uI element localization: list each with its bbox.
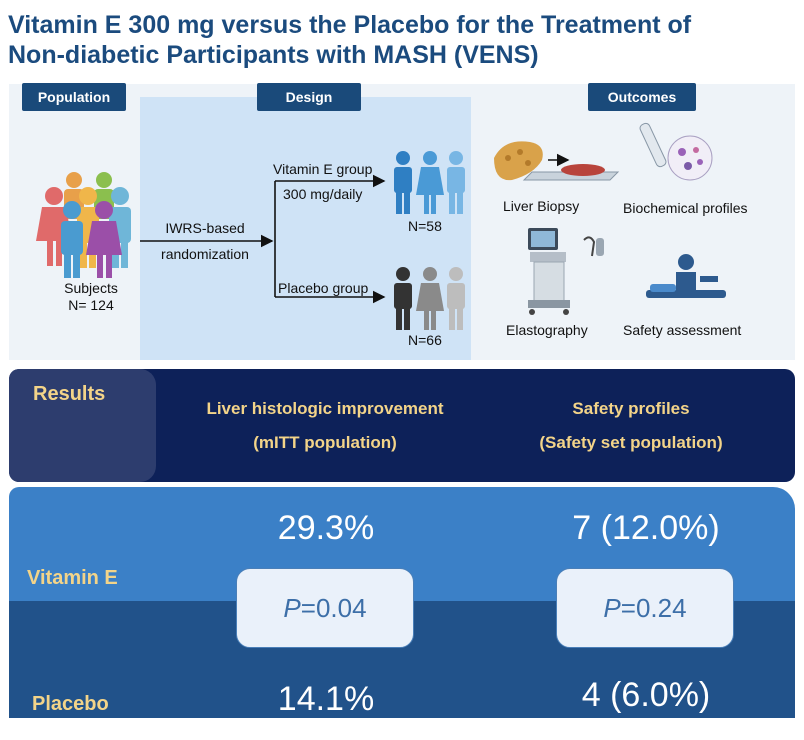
vitamin-safety-value: 7 (12.0%) (572, 509, 720, 547)
safety-header-line-2: (Safety set population) (539, 433, 723, 452)
design-header: Design (257, 83, 361, 111)
histology-p-value-box: P=0.04 (236, 568, 414, 648)
placebo-group-label: Placebo group (278, 280, 369, 296)
elastography-label: Elastography (506, 322, 588, 338)
safety-p-letter: P (603, 593, 621, 623)
results-label: Results (33, 383, 106, 405)
subjects-label: Subjects (64, 280, 118, 296)
results-tab: Results (9, 369, 156, 482)
biochemical-profiles-label: Biochemical profiles (623, 200, 748, 216)
vitamin-histology-value: 29.3% (277, 509, 375, 547)
placebo-histology-value: 14.1% (277, 680, 375, 718)
design-panel (140, 97, 471, 360)
histology-header-line-1: Liver histologic improvement (206, 399, 444, 418)
vitamin-group-label: Vitamin E group (273, 161, 373, 177)
placebo-safety-value: 4 (6.0%) (581, 676, 711, 714)
histology-p-value: =0.04 (300, 593, 367, 623)
safety-assessment-label: Safety assessment (623, 322, 742, 338)
safety-p-value-box: P=0.24 (556, 568, 734, 648)
safety-header-line-1: Safety profiles (572, 399, 690, 418)
page-title: Vitamin E 300 mg versus the Placebo for … (8, 10, 798, 70)
randomization-line-1: IWRS-based (165, 220, 245, 236)
vitamin-e-row-label: Vitamin E (27, 567, 118, 589)
results-header: Results Liver histologic improvement (mI… (9, 369, 795, 482)
placebo-row-label: Placebo (32, 693, 109, 715)
vitamin-group-count: N=58 (408, 218, 442, 234)
title-line-1: Vitamin E 300 mg versus the Placebo for … (8, 11, 692, 39)
outcomes-header: Outcomes (588, 83, 696, 111)
safety-p-value: =0.24 (620, 593, 687, 623)
randomization-line-2: randomization (161, 246, 249, 262)
liver-biopsy-label: Liver Biopsy (503, 198, 580, 214)
subjects-count: N= 124 (68, 297, 114, 313)
placebo-group-count: N=66 (408, 332, 442, 348)
vitamin-dose-label: 300 mg/daily (283, 186, 363, 202)
title-line-2: Non-diabetic Participants with MASH (VEN… (8, 41, 539, 69)
histology-header-line-2: (mITT population) (253, 433, 397, 452)
population-header: Population (22, 83, 126, 111)
histology-p-letter: P (283, 593, 301, 623)
